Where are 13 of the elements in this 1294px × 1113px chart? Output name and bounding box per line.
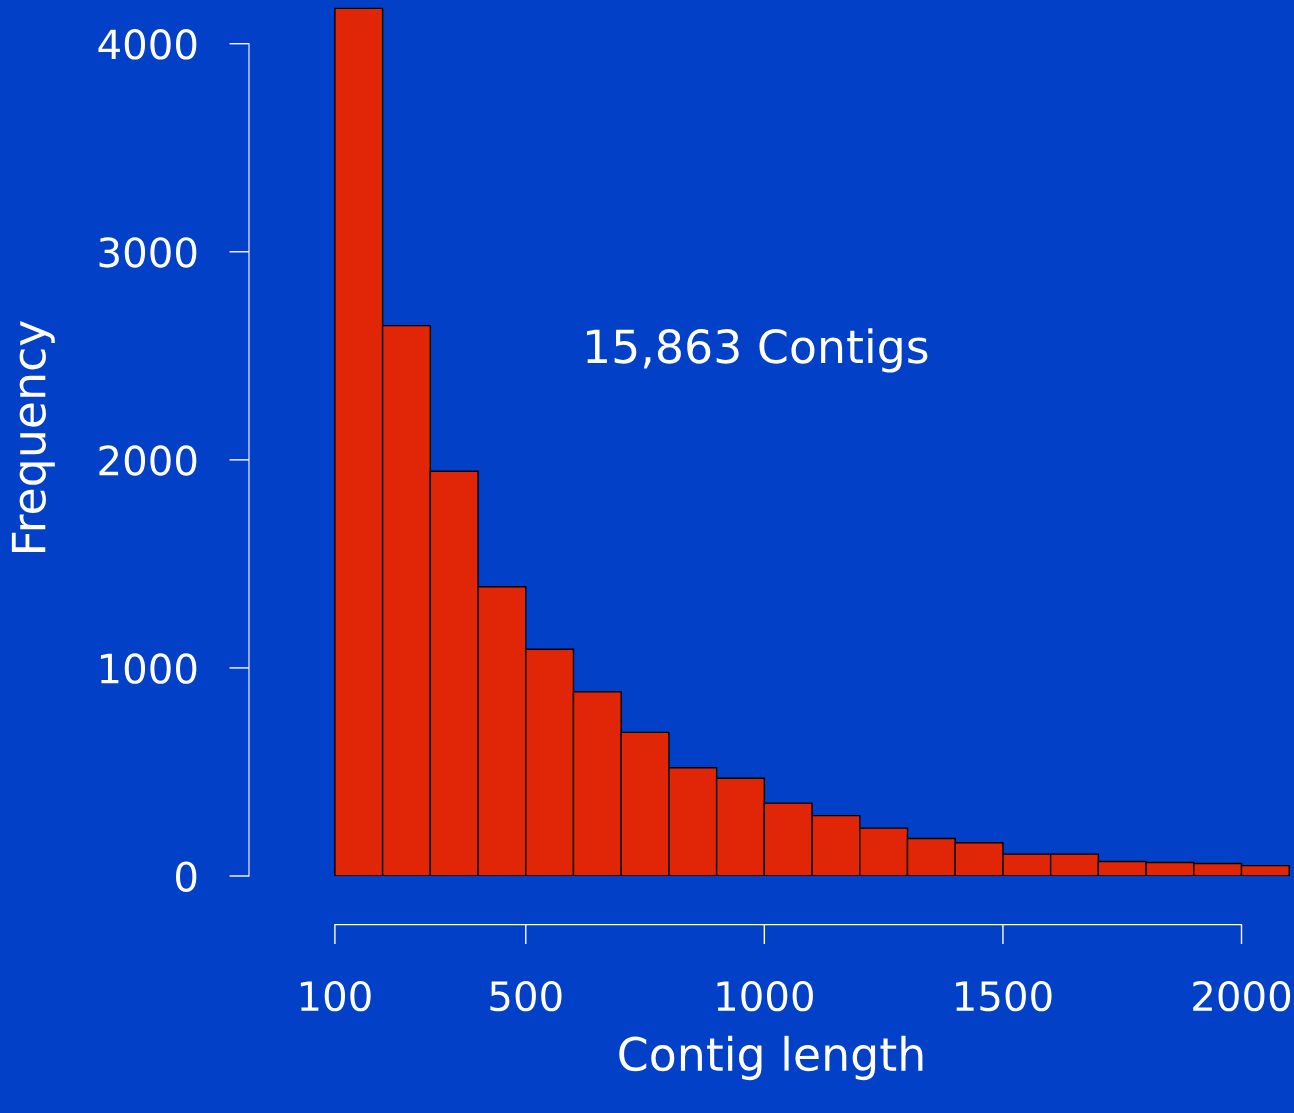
x-tick-label: 2000 bbox=[1193, 980, 1291, 1012]
y-tick-label: 2000 bbox=[99, 445, 197, 476]
x-axis-title: Contig length bbox=[619, 1035, 923, 1081]
y-tick-label: 1000 bbox=[100, 653, 197, 684]
y-tick-label: 0 bbox=[176, 861, 197, 892]
x-tick-label: 100 bbox=[300, 980, 371, 1012]
x-tick-label: 1000 bbox=[717, 980, 813, 1012]
y-axis-title: Frequency bbox=[11, 320, 55, 552]
y-tick-label: 4000 bbox=[98, 29, 197, 60]
x-tick-label: 1500 bbox=[956, 980, 1052, 1012]
annotation: 15,863 Contigs bbox=[587, 328, 928, 373]
y-tick-label: 3000 bbox=[99, 237, 197, 268]
x-tick-label: 500 bbox=[490, 980, 562, 1012]
